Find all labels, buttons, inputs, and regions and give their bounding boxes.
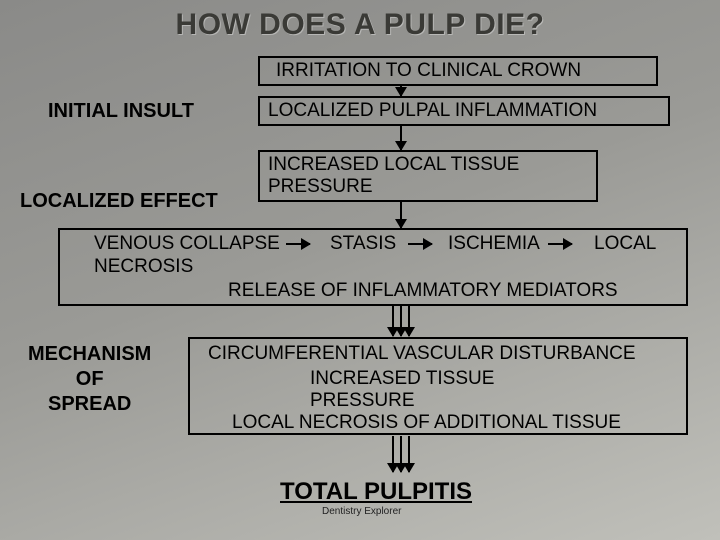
text-stasis: STASIS bbox=[330, 233, 396, 255]
harrow-1 bbox=[286, 243, 310, 245]
arrow-5c bbox=[408, 436, 410, 472]
arrow-2 bbox=[400, 126, 402, 150]
footer-credit: Dentistry Explorer bbox=[322, 506, 401, 517]
text-local-necrosis-additional: LOCAL NECROSIS OF ADDITIONAL TISSUE bbox=[232, 412, 621, 434]
label-mechanism-of-spread: MECHANISM OF SPREAD bbox=[28, 342, 151, 417]
arrow-4b bbox=[400, 306, 402, 336]
arrow-5b bbox=[400, 436, 402, 472]
text-increased-tissue-pressure: INCREASED TISSUE PRESSURE bbox=[310, 368, 494, 412]
label-localized-effect: LOCALIZED EFFECT bbox=[20, 190, 218, 213]
page-title: HOW DOES A PULP DIE? bbox=[0, 8, 720, 42]
text-local: LOCAL bbox=[594, 233, 656, 255]
arrow-4a bbox=[392, 306, 394, 336]
text-localized-inflammation: LOCALIZED PULPAL INFLAMMATION bbox=[268, 100, 597, 122]
harrow-2 bbox=[408, 243, 432, 245]
label-initial-insult: INITIAL INSULT bbox=[48, 100, 194, 123]
arrow-3 bbox=[400, 202, 402, 228]
text-ischemia: ISCHEMIA bbox=[448, 233, 540, 255]
arrow-1 bbox=[400, 86, 402, 96]
text-venous-collapse: VENOUS COLLAPSE bbox=[94, 233, 280, 255]
text-irritation: IRRITATION TO CLINICAL CROWN bbox=[276, 60, 581, 82]
text-circumferential: CIRCUMFERENTIAL VASCULAR DISTURBANCE bbox=[208, 343, 636, 365]
text-necrosis: NECROSIS bbox=[94, 256, 193, 278]
text-increased-pressure: INCREASED LOCAL TISSUE PRESSURE bbox=[268, 154, 519, 198]
text-release-mediators: RELEASE OF INFLAMMATORY MEDIATORS bbox=[228, 280, 618, 302]
arrow-5a bbox=[392, 436, 394, 472]
harrow-3 bbox=[548, 243, 572, 245]
arrow-4c bbox=[408, 306, 410, 336]
text-total-pulpitis: TOTAL PULPITIS bbox=[280, 478, 472, 506]
